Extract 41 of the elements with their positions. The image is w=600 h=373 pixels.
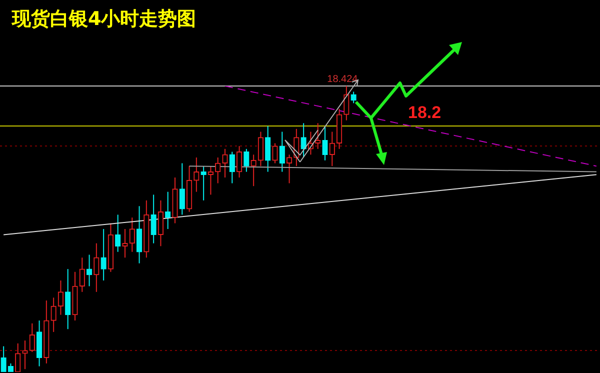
candlestick [86,254,92,287]
candlestick [229,151,235,184]
annotation: 18.2 [408,103,442,122]
candlestick [208,166,214,196]
candlestick [136,206,142,264]
candlestick [129,217,135,252]
candlestick [265,126,271,172]
candlestick [100,228,106,281]
candlestick [22,340,28,370]
candlestick [79,257,85,292]
candlestick [194,157,200,192]
candlestick [200,166,206,201]
candlestick [329,131,335,167]
candlestick [29,322,35,352]
candlestick [250,154,256,187]
candlestick [65,268,71,330]
candlestick [165,191,171,230]
candlestick [215,157,221,184]
chart-title: 现货白银4小时走势图 [12,7,196,32]
candlestick [350,91,356,104]
candlestick [158,200,164,247]
candlestick [315,122,321,150]
candlestick [94,242,100,292]
candlestick [236,146,242,178]
text: 18.424 [327,74,358,85]
candlestick [50,297,56,332]
candlestick [58,280,64,316]
candlestick [272,142,278,164]
candlestick [279,131,285,172]
candlestick [179,162,185,216]
candlestick [258,131,264,167]
candlestick [0,346,6,372]
candlestick [300,122,306,158]
candlestick [222,148,228,178]
candlestick [286,154,292,184]
candlestick [150,194,156,244]
candlestick [244,148,250,172]
candlestick [115,214,121,252]
candlestick [344,86,350,121]
candlestick [322,126,328,161]
candlestick [122,228,128,258]
